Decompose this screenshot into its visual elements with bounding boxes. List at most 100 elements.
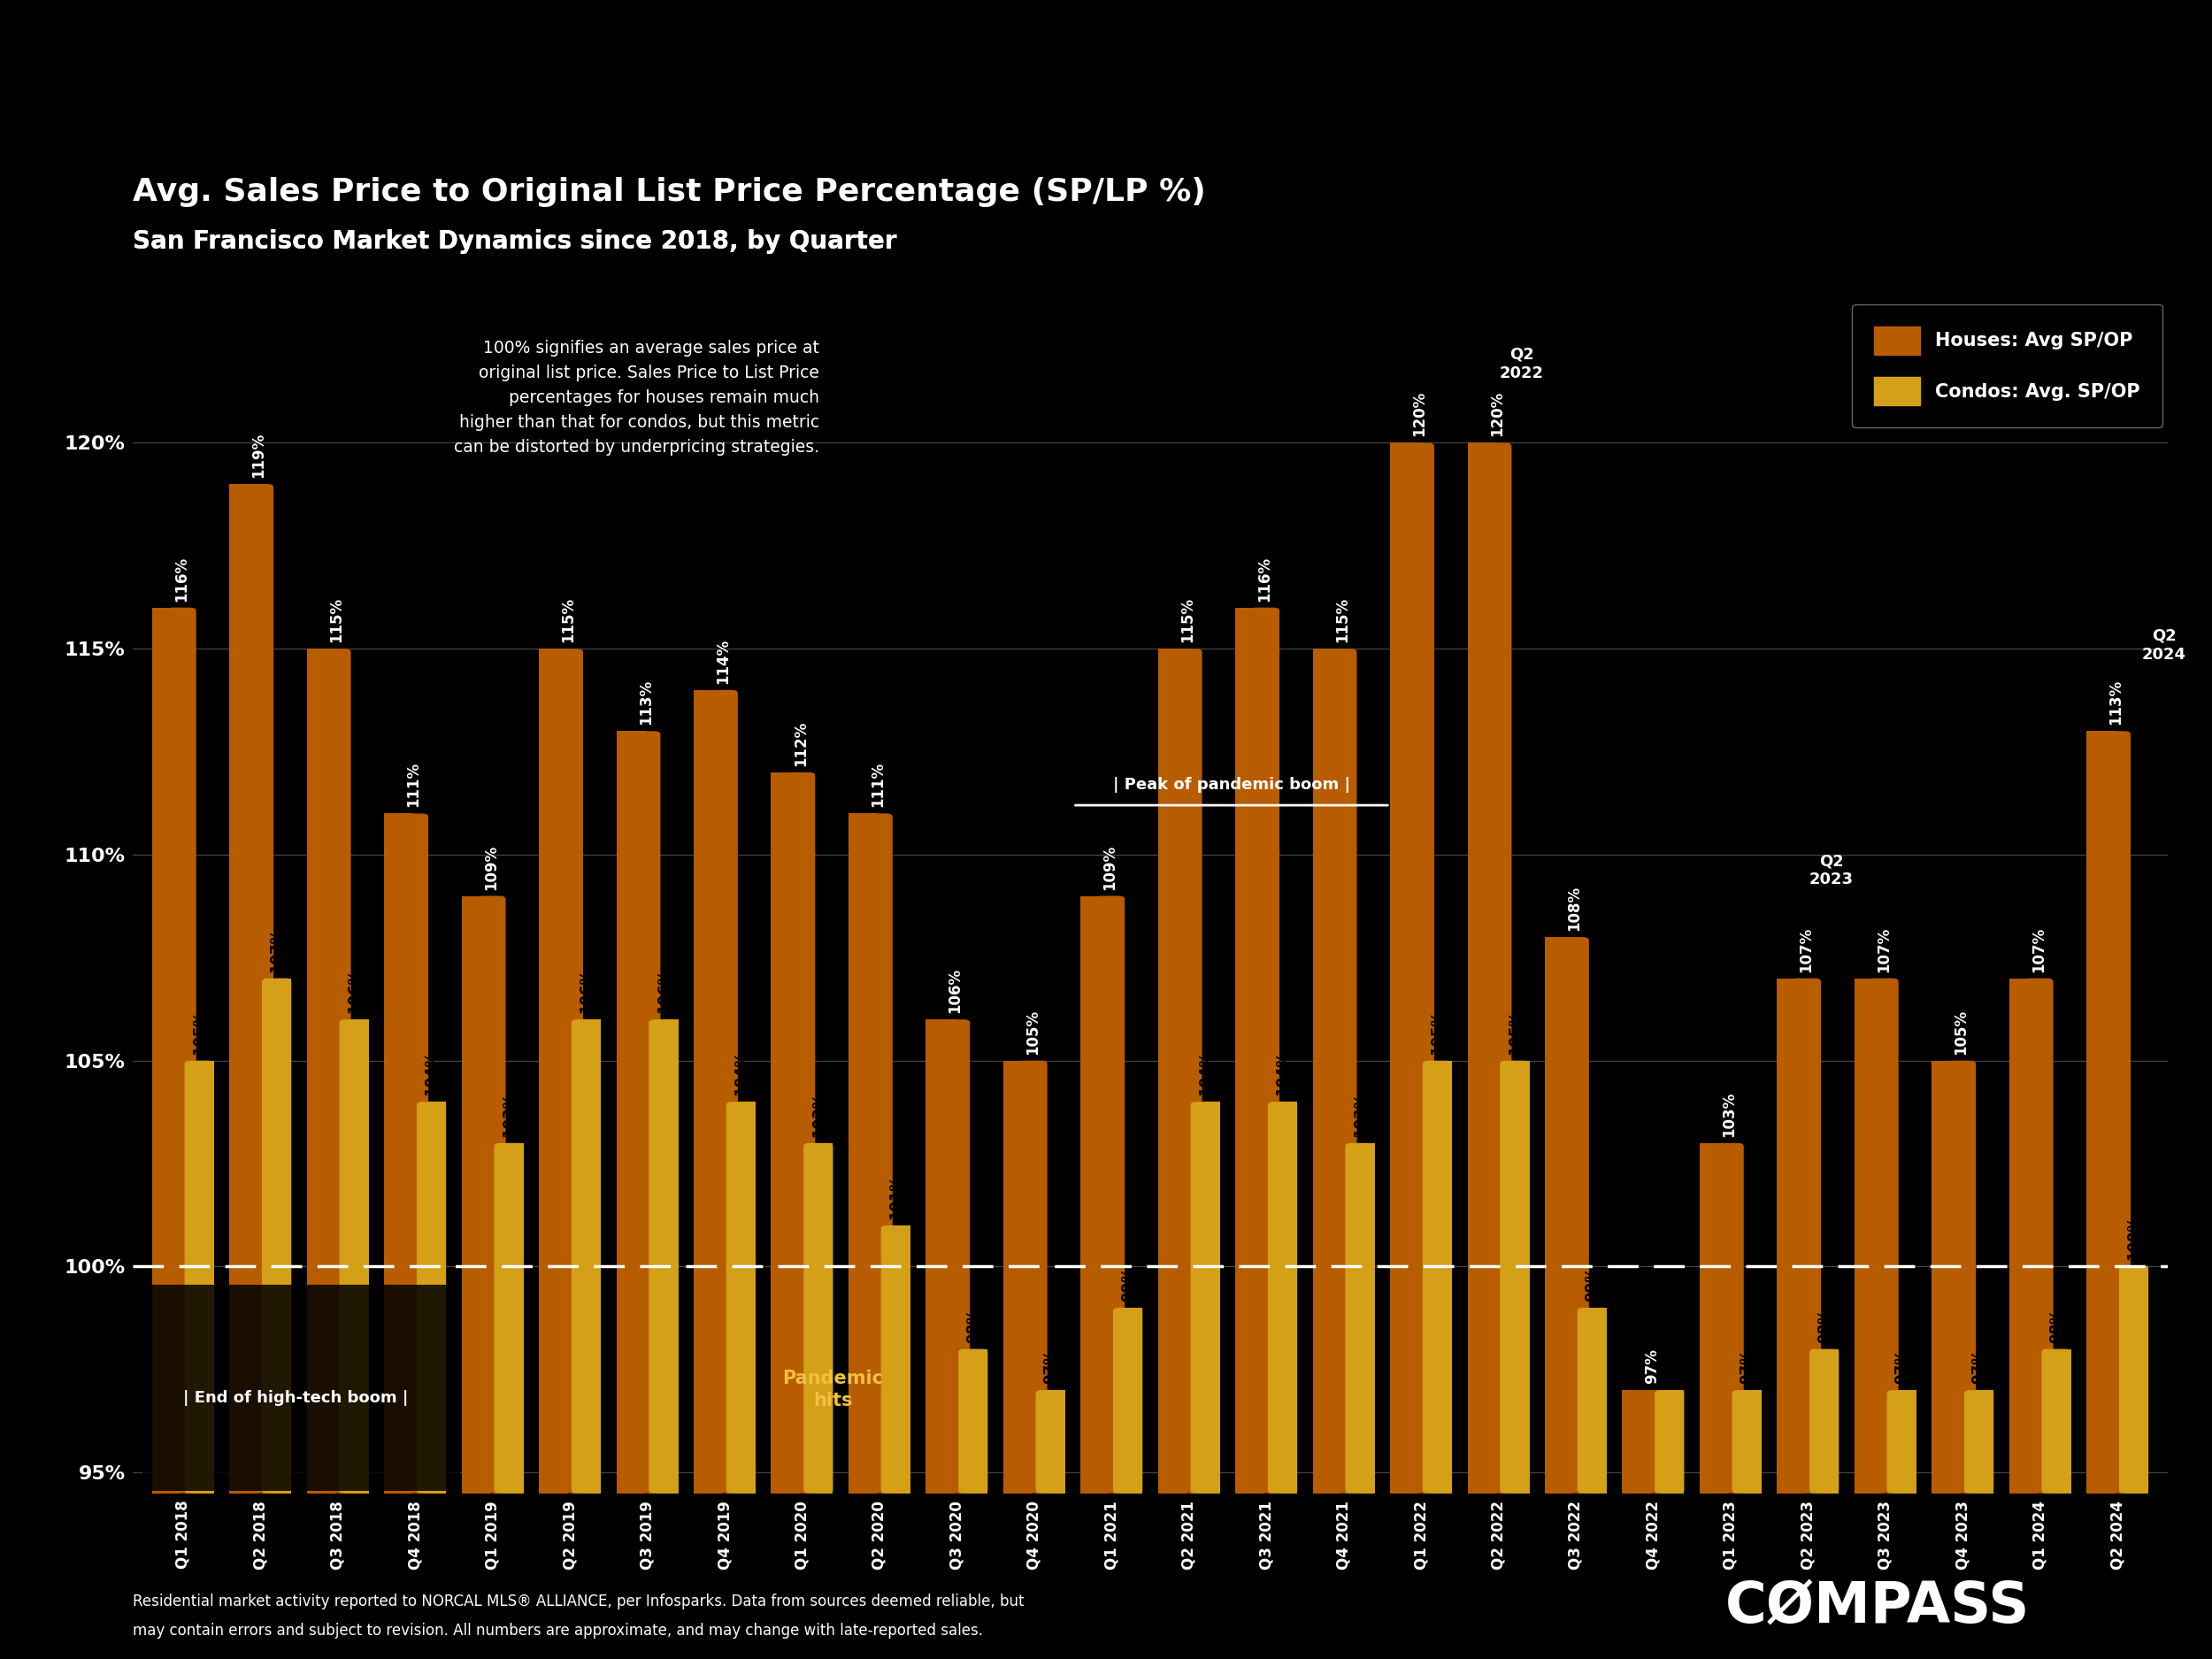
Text: 112%: 112% <box>792 720 807 766</box>
FancyBboxPatch shape <box>2024 979 2053 1493</box>
Bar <box>849 813 878 1493</box>
Bar <box>2086 732 2117 1493</box>
Text: 98%: 98% <box>2048 1307 2064 1342</box>
Bar <box>1732 1390 1761 1493</box>
Text: 99%: 99% <box>1119 1266 1135 1302</box>
Text: 111%: 111% <box>405 761 422 808</box>
FancyBboxPatch shape <box>1482 443 1511 1493</box>
FancyBboxPatch shape <box>2101 732 2130 1493</box>
Text: 113%: 113% <box>2108 680 2124 725</box>
Text: 97%: 97% <box>1739 1349 1754 1384</box>
FancyBboxPatch shape <box>1113 1307 1144 1493</box>
FancyBboxPatch shape <box>184 1060 215 1493</box>
FancyBboxPatch shape <box>1172 649 1201 1493</box>
Text: 104%: 104% <box>732 1050 750 1095</box>
Text: 97%: 97% <box>1661 1349 1677 1384</box>
FancyBboxPatch shape <box>1500 1060 1528 1493</box>
Legend: Houses: Avg SP/OP, Condos: Avg. SP/OP: Houses: Avg SP/OP, Condos: Avg. SP/OP <box>1851 304 2163 428</box>
Text: 104%: 104% <box>1197 1050 1212 1095</box>
Text: 119%: 119% <box>250 433 268 478</box>
Text: 120%: 120% <box>1411 392 1427 436</box>
Text: 99%: 99% <box>1584 1266 1599 1302</box>
FancyBboxPatch shape <box>571 1019 602 1493</box>
Bar <box>880 1226 911 1493</box>
FancyBboxPatch shape <box>1947 1060 1975 1493</box>
FancyBboxPatch shape <box>1964 1390 1993 1493</box>
Text: 103%: 103% <box>1352 1092 1367 1136</box>
Text: 97%: 97% <box>1042 1349 1057 1384</box>
Text: 108%: 108% <box>1566 886 1582 931</box>
Text: 105%: 105% <box>1024 1009 1040 1055</box>
Bar <box>493 1143 524 1493</box>
Text: 98%: 98% <box>1816 1307 1832 1342</box>
FancyBboxPatch shape <box>261 979 292 1493</box>
Bar <box>1267 1102 1296 1493</box>
Text: 105%: 105% <box>1506 1009 1522 1055</box>
Text: 105%: 105% <box>1429 1009 1444 1055</box>
Text: San Francisco Market Dynamics since 2018, by Quarter: San Francisco Market Dynamics since 2018… <box>133 229 896 254</box>
Text: 106%: 106% <box>655 967 672 1014</box>
Bar <box>1887 1390 1916 1493</box>
Text: 97%: 97% <box>1644 1349 1659 1384</box>
Text: 106%: 106% <box>345 967 363 1014</box>
Bar <box>958 1349 989 1493</box>
Bar <box>1312 649 1343 1493</box>
Bar <box>571 1019 602 1493</box>
FancyBboxPatch shape <box>785 773 816 1493</box>
FancyBboxPatch shape <box>476 896 507 1493</box>
Text: 97%: 97% <box>1971 1349 1986 1384</box>
Bar <box>1113 1307 1144 1493</box>
Bar <box>726 1102 757 1493</box>
FancyBboxPatch shape <box>726 1102 757 1493</box>
Text: 98%: 98% <box>964 1307 980 1342</box>
Text: 115%: 115% <box>327 597 345 642</box>
Text: 105%: 105% <box>1953 1009 1969 1055</box>
FancyBboxPatch shape <box>940 1019 969 1493</box>
Bar <box>1577 1307 1606 1493</box>
Text: 107%: 107% <box>268 927 285 972</box>
FancyBboxPatch shape <box>1655 1390 1683 1493</box>
Text: Q2
2022: Q2 2022 <box>1500 347 1544 382</box>
Text: Residential market activity reported to NORCAL MLS® ALLIANCE, per Infosparks. Da: Residential market activity reported to … <box>133 1593 1024 1609</box>
FancyBboxPatch shape <box>1887 1390 1916 1493</box>
Text: 116%: 116% <box>173 556 190 601</box>
Bar <box>1854 979 1885 1493</box>
FancyBboxPatch shape <box>1422 1060 1451 1493</box>
Text: Pandemic
hits: Pandemic hits <box>783 1370 883 1408</box>
Bar <box>1931 1060 1962 1493</box>
FancyBboxPatch shape <box>321 649 352 1493</box>
Text: 115%: 115% <box>560 597 577 642</box>
Bar <box>1190 1102 1219 1493</box>
Text: 101%: 101% <box>887 1175 905 1219</box>
FancyBboxPatch shape <box>1327 649 1356 1493</box>
FancyBboxPatch shape <box>1250 607 1279 1493</box>
Text: 103%: 103% <box>810 1092 827 1136</box>
Bar <box>695 690 723 1493</box>
Bar <box>927 1019 956 1493</box>
Text: 105%: 105% <box>190 1009 208 1055</box>
Text: 104%: 104% <box>1274 1050 1290 1095</box>
FancyBboxPatch shape <box>1637 1390 1666 1493</box>
Text: Avg. Sales Price to Original List Price Percentage (SP/LP %): Avg. Sales Price to Original List Price … <box>133 178 1206 207</box>
Bar <box>1082 896 1110 1493</box>
Bar <box>772 773 801 1493</box>
Bar <box>230 484 259 1493</box>
Bar <box>2008 979 2039 1493</box>
Bar <box>1467 443 1498 1493</box>
Text: 113%: 113% <box>637 680 655 725</box>
FancyBboxPatch shape <box>1714 1143 1743 1493</box>
Text: 109%: 109% <box>1102 844 1117 889</box>
Bar <box>385 813 414 1493</box>
FancyBboxPatch shape <box>1018 1060 1046 1493</box>
Text: 115%: 115% <box>1179 597 1194 642</box>
Bar <box>648 1019 679 1493</box>
FancyBboxPatch shape <box>958 1349 989 1493</box>
Bar <box>1422 1060 1451 1493</box>
FancyBboxPatch shape <box>553 649 584 1493</box>
FancyBboxPatch shape <box>1190 1102 1219 1493</box>
Bar <box>803 1143 834 1493</box>
FancyBboxPatch shape <box>2119 1266 2148 1493</box>
FancyBboxPatch shape <box>708 690 739 1493</box>
FancyBboxPatch shape <box>1792 979 1820 1493</box>
FancyBboxPatch shape <box>1035 1390 1066 1493</box>
